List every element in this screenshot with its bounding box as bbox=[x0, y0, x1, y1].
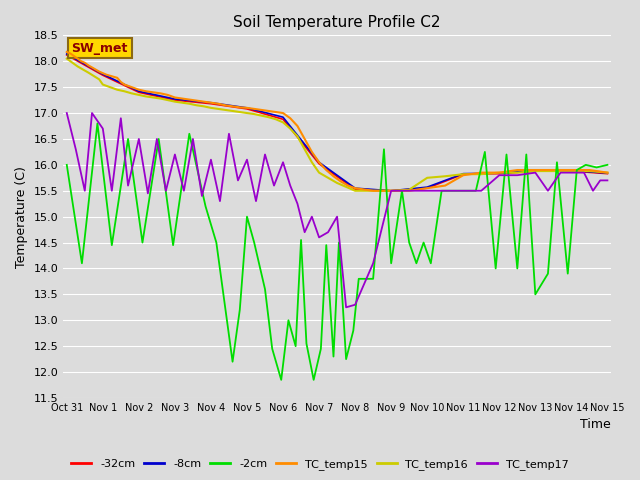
Title: Soil Temperature Profile C2: Soil Temperature Profile C2 bbox=[234, 15, 441, 30]
Text: SW_met: SW_met bbox=[72, 42, 128, 55]
Legend: -32cm, -8cm, -2cm, TC_temp15, TC_temp16, TC_temp17: -32cm, -8cm, -2cm, TC_temp15, TC_temp16,… bbox=[67, 455, 573, 474]
X-axis label: Time: Time bbox=[580, 419, 611, 432]
Y-axis label: Temperature (C): Temperature (C) bbox=[15, 166, 28, 267]
